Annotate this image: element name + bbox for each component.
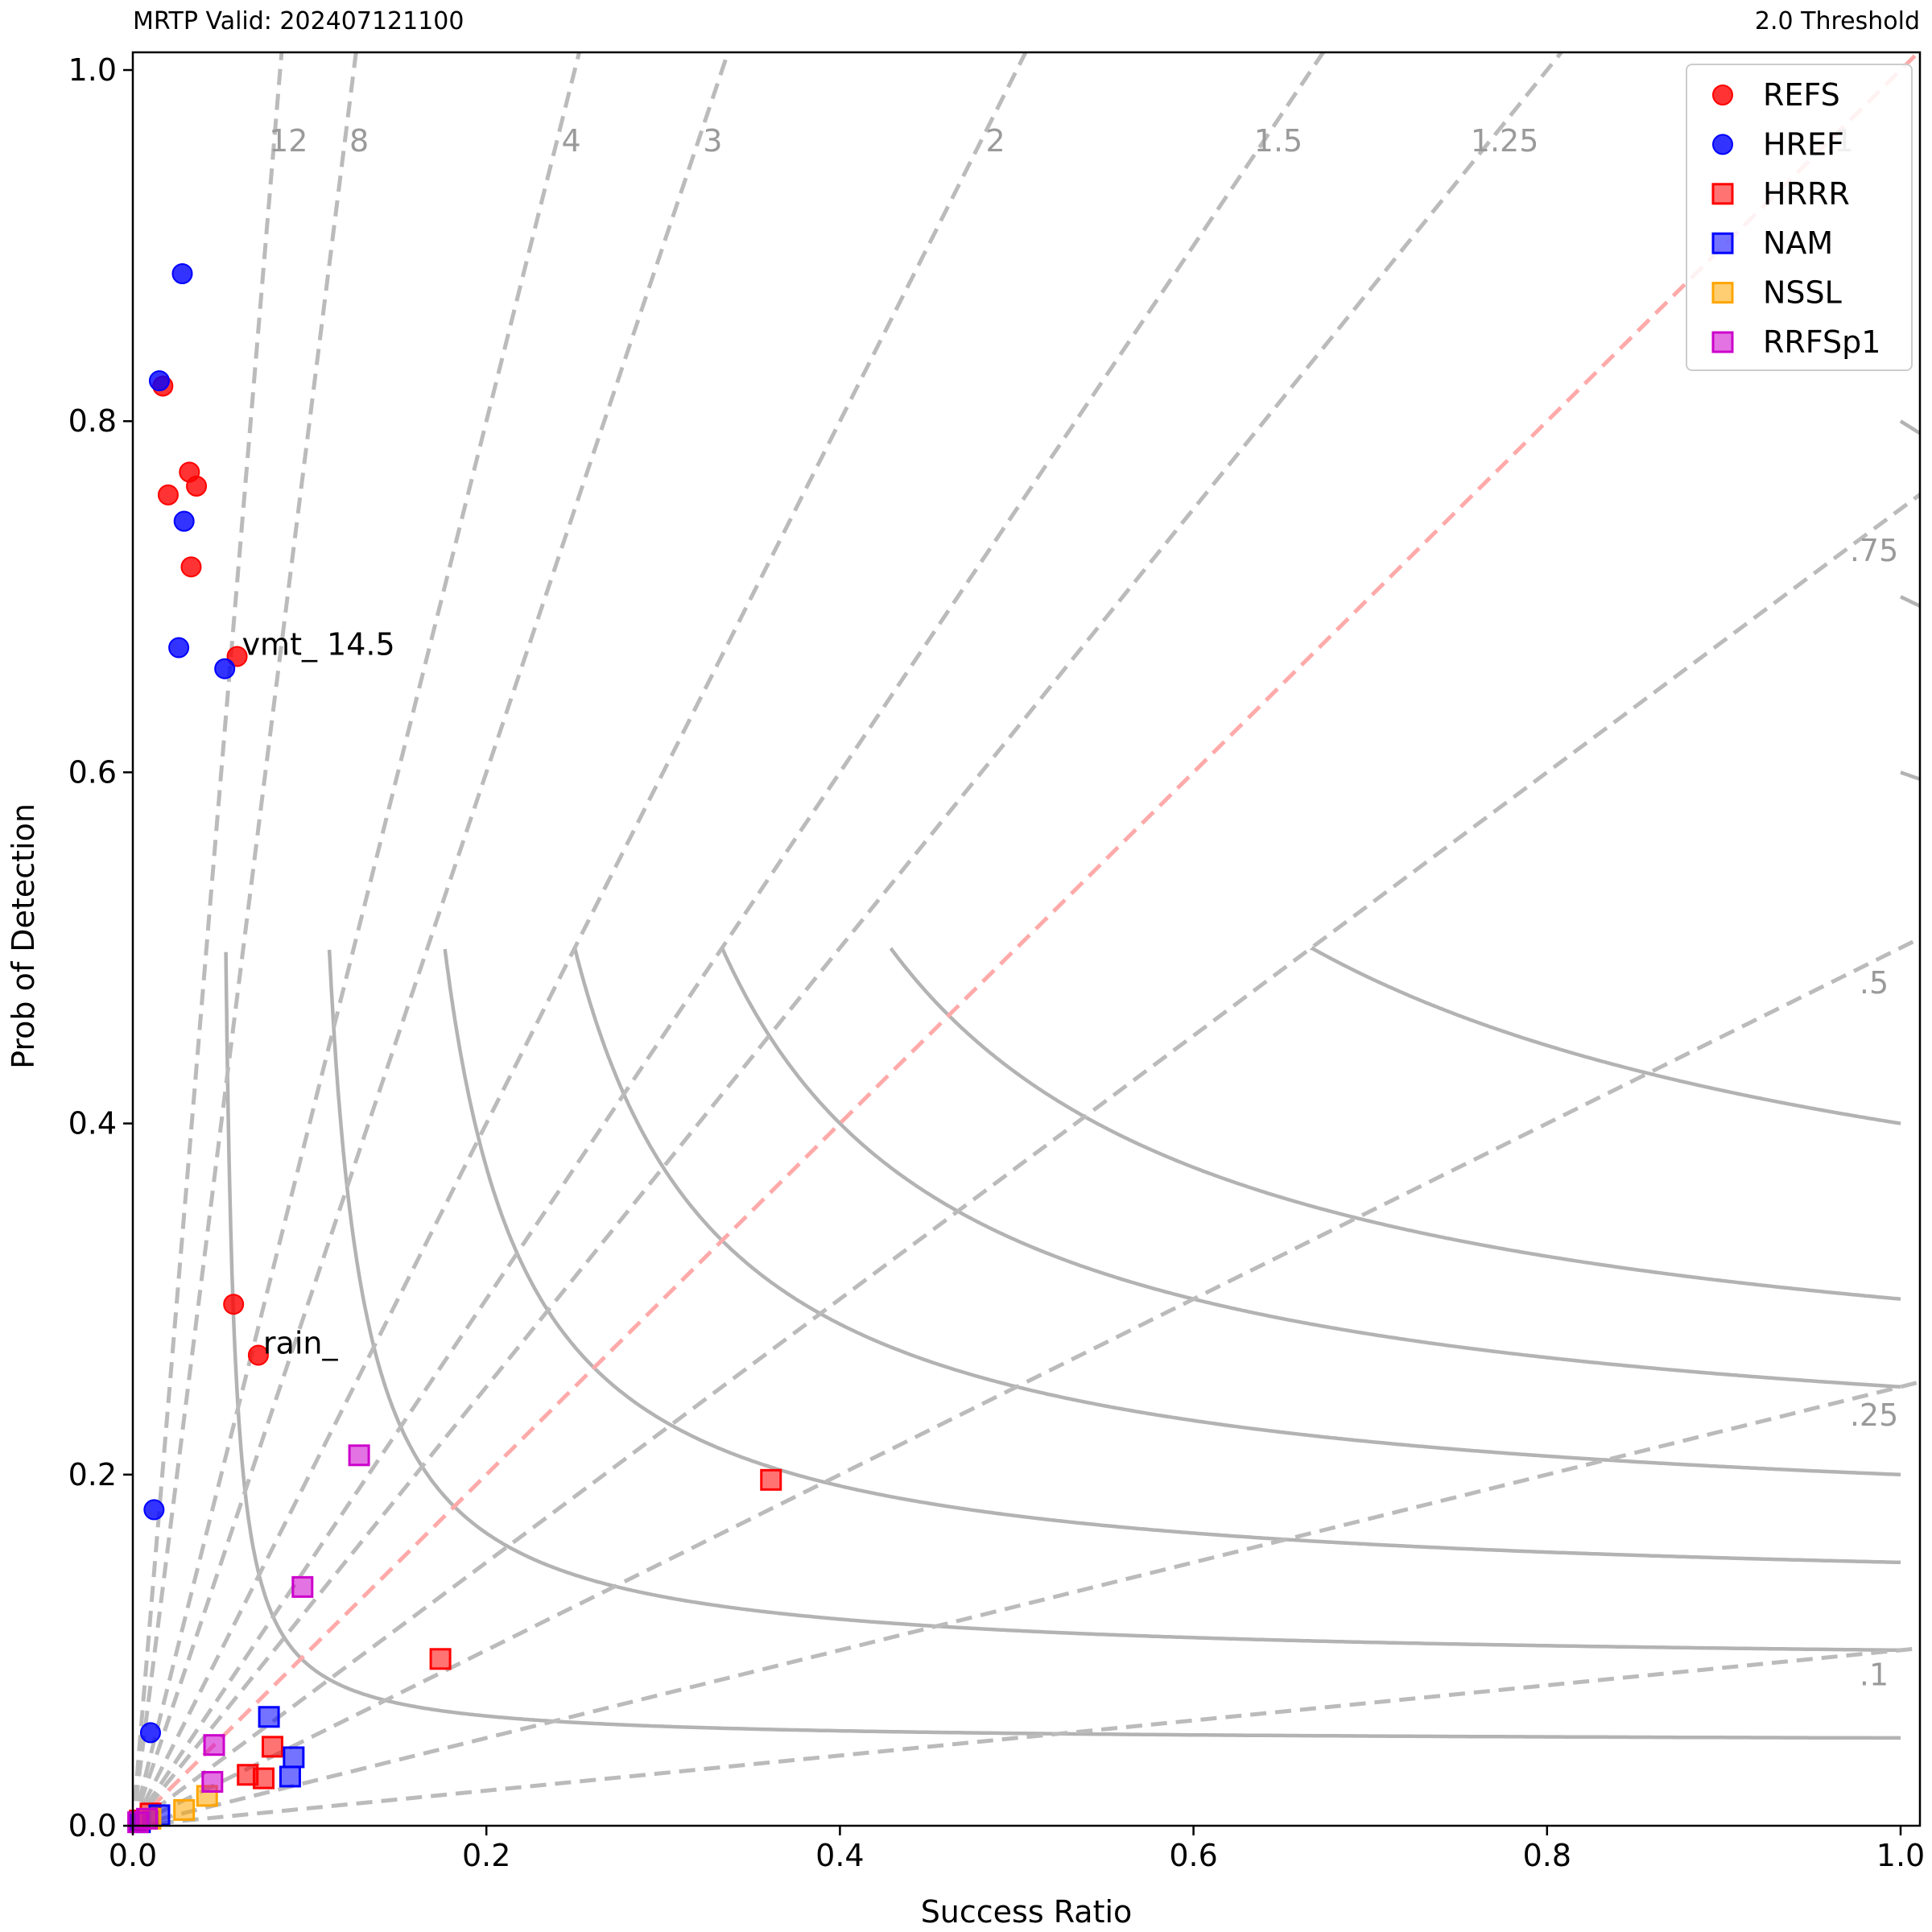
- point-href: [143, 1499, 165, 1521]
- point-rrfsp1: [203, 1734, 225, 1757]
- annotations: vmt_ 14.5 rain_: [242, 626, 395, 1360]
- bias-line: [133, 52, 582, 1826]
- legend-marker: [1711, 183, 1734, 205]
- legend-label: REFS: [1763, 77, 1840, 113]
- legend-label: NSSL: [1763, 275, 1842, 311]
- bias-label: .1: [1860, 1657, 1889, 1692]
- point-refs: [223, 1294, 245, 1315]
- bias-line: [133, 52, 284, 1826]
- point-hrrr: [429, 1648, 452, 1670]
- legend-marker: [1712, 85, 1733, 105]
- csi-contour-line: [327, 949, 1901, 1653]
- y-tick-label: 0.2: [68, 1457, 117, 1492]
- bias-line: [133, 52, 358, 1826]
- csi-contour-line: [1900, 770, 1920, 782]
- bias-line: [133, 52, 1326, 1826]
- legend-label: NAM: [1763, 225, 1833, 261]
- bias-label: 2: [986, 123, 1005, 159]
- y-tick-label: 1.0: [68, 52, 117, 88]
- point-rrfsp1: [291, 1575, 314, 1598]
- legend-marker: [1712, 134, 1733, 155]
- x-tick-label: 0.2: [462, 1838, 510, 1873]
- bias-label: 1.25: [1471, 123, 1539, 159]
- point-href: [173, 510, 195, 532]
- plot-frame: [131, 51, 1922, 1827]
- bias-label: .5: [1860, 965, 1889, 1001]
- y-axis-label: Prob of Detection: [6, 803, 41, 1069]
- point-rrfsp1: [348, 1444, 370, 1467]
- x-tick-label: 0.4: [815, 1838, 864, 1873]
- csi-contour-line: [443, 948, 1901, 1565]
- point-refs: [226, 646, 248, 667]
- point-nam: [258, 1706, 280, 1728]
- y-tick-label: 0.6: [68, 754, 117, 790]
- csi-contour-line: [1899, 419, 1920, 436]
- point-href: [171, 262, 193, 284]
- bias-line: [133, 52, 731, 1826]
- bias-line: [133, 1646, 1920, 1826]
- point-hrrr: [261, 1736, 283, 1758]
- point-refs: [186, 475, 208, 497]
- bias-line: [133, 52, 1920, 1826]
- bias-label: .25: [1850, 1397, 1898, 1433]
- bias-line: [133, 492, 1920, 1826]
- bias-line: [133, 935, 1920, 1826]
- point-refs: [180, 556, 202, 578]
- axes: 0.0 0.2 0.4 0.6 0.8 1.0 0.0 0.2 0.4 0.6 0.8 1.0: [68, 51, 1925, 1873]
- y-tick-label: 0.8: [68, 403, 117, 439]
- point-refs: [247, 1344, 269, 1366]
- point-href: [148, 370, 170, 392]
- right-header-title: 2.0 Threshold: [1755, 7, 1920, 35]
- legend-marker: [1711, 331, 1734, 353]
- legend-label: HREF: [1763, 126, 1844, 162]
- point-rrfsp1: [127, 1811, 150, 1834]
- annotation-label: rain_: [263, 1325, 339, 1360]
- legend: REFS HREF HRRR NAM NSSL RRFSp1: [1686, 64, 1913, 371]
- x-tick-label: 1.0: [1876, 1838, 1925, 1873]
- left-header-title: MRTP Valid: 202407121100: [133, 7, 464, 35]
- y-tick-label: 0.0: [68, 1808, 117, 1843]
- legend-marker: [1711, 232, 1734, 254]
- point-href: [139, 1722, 161, 1744]
- point-nssl: [173, 1798, 196, 1821]
- point-href: [168, 637, 190, 658]
- point-nam: [279, 1765, 301, 1788]
- x-tick-label: 0.0: [109, 1838, 157, 1873]
- x-tick-label: 0.8: [1523, 1838, 1571, 1873]
- bias-line: [133, 1380, 1920, 1826]
- bias-line: [133, 52, 1564, 1826]
- csi-contour-line: [1310, 946, 1901, 1125]
- x-axis-label: Success Ratio: [921, 1894, 1133, 1930]
- point-rrfsp1: [201, 1770, 224, 1793]
- point-hrrr: [760, 1468, 782, 1491]
- bias-label: 3: [703, 123, 722, 159]
- data-points: [127, 262, 782, 1834]
- csi-contour-line: [224, 952, 1901, 1740]
- point-nam: [283, 1746, 305, 1769]
- csi-contour-line: [720, 947, 1901, 1389]
- bias-label: .75: [1850, 533, 1898, 568]
- bias-label: 1.5: [1254, 123, 1302, 159]
- csi-contour-line: [889, 947, 1901, 1301]
- x-tick-label: 0.6: [1169, 1838, 1217, 1873]
- legend-box: [1686, 64, 1913, 371]
- csi-contours: [224, 419, 1920, 1740]
- bias-label: 12: [269, 123, 308, 159]
- legend-marker: [1711, 282, 1734, 304]
- point-refs: [157, 484, 179, 506]
- legend-label: HRRR: [1763, 176, 1850, 212]
- bias-label: 4: [562, 123, 581, 159]
- bias-line: [133, 52, 1028, 1826]
- legend-label: RRFSp1: [1763, 324, 1880, 360]
- point-href: [214, 658, 236, 679]
- point-hrrr: [253, 1767, 275, 1790]
- annotation-label: vmt_ 14.5: [242, 626, 395, 662]
- bias-label: 8: [349, 123, 369, 159]
- y-tick-label: 0.4: [68, 1106, 117, 1141]
- bias-lines: [133, 52, 1920, 1826]
- csi-contour-line: [573, 947, 1901, 1477]
